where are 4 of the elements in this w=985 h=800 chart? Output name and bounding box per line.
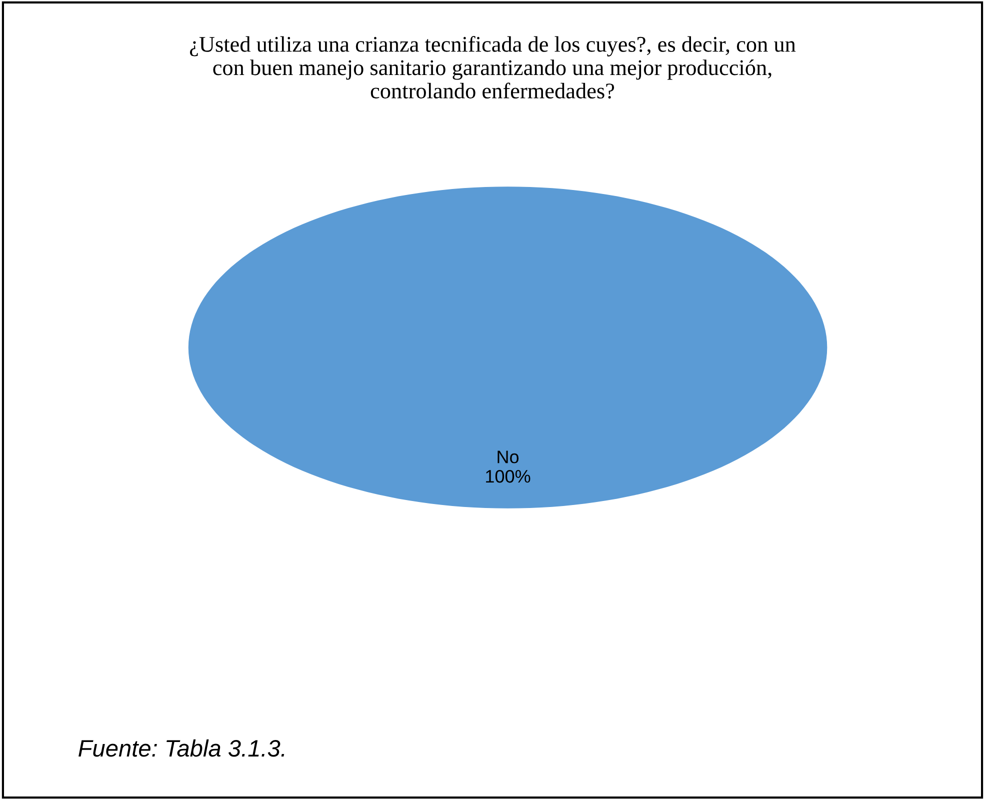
source-note: Fuente: Tabla 3.1.3. [78,739,284,757]
slice-label: No [498,450,519,464]
data-label: 100% [486,470,530,483]
chart-title: ¿Usted utiliza una crianza tecnificada de los cuyes?, es decir, con un con buen manejo sanitario garantizando una mejor producción, controlando enfermedades? [190,36,796,99]
